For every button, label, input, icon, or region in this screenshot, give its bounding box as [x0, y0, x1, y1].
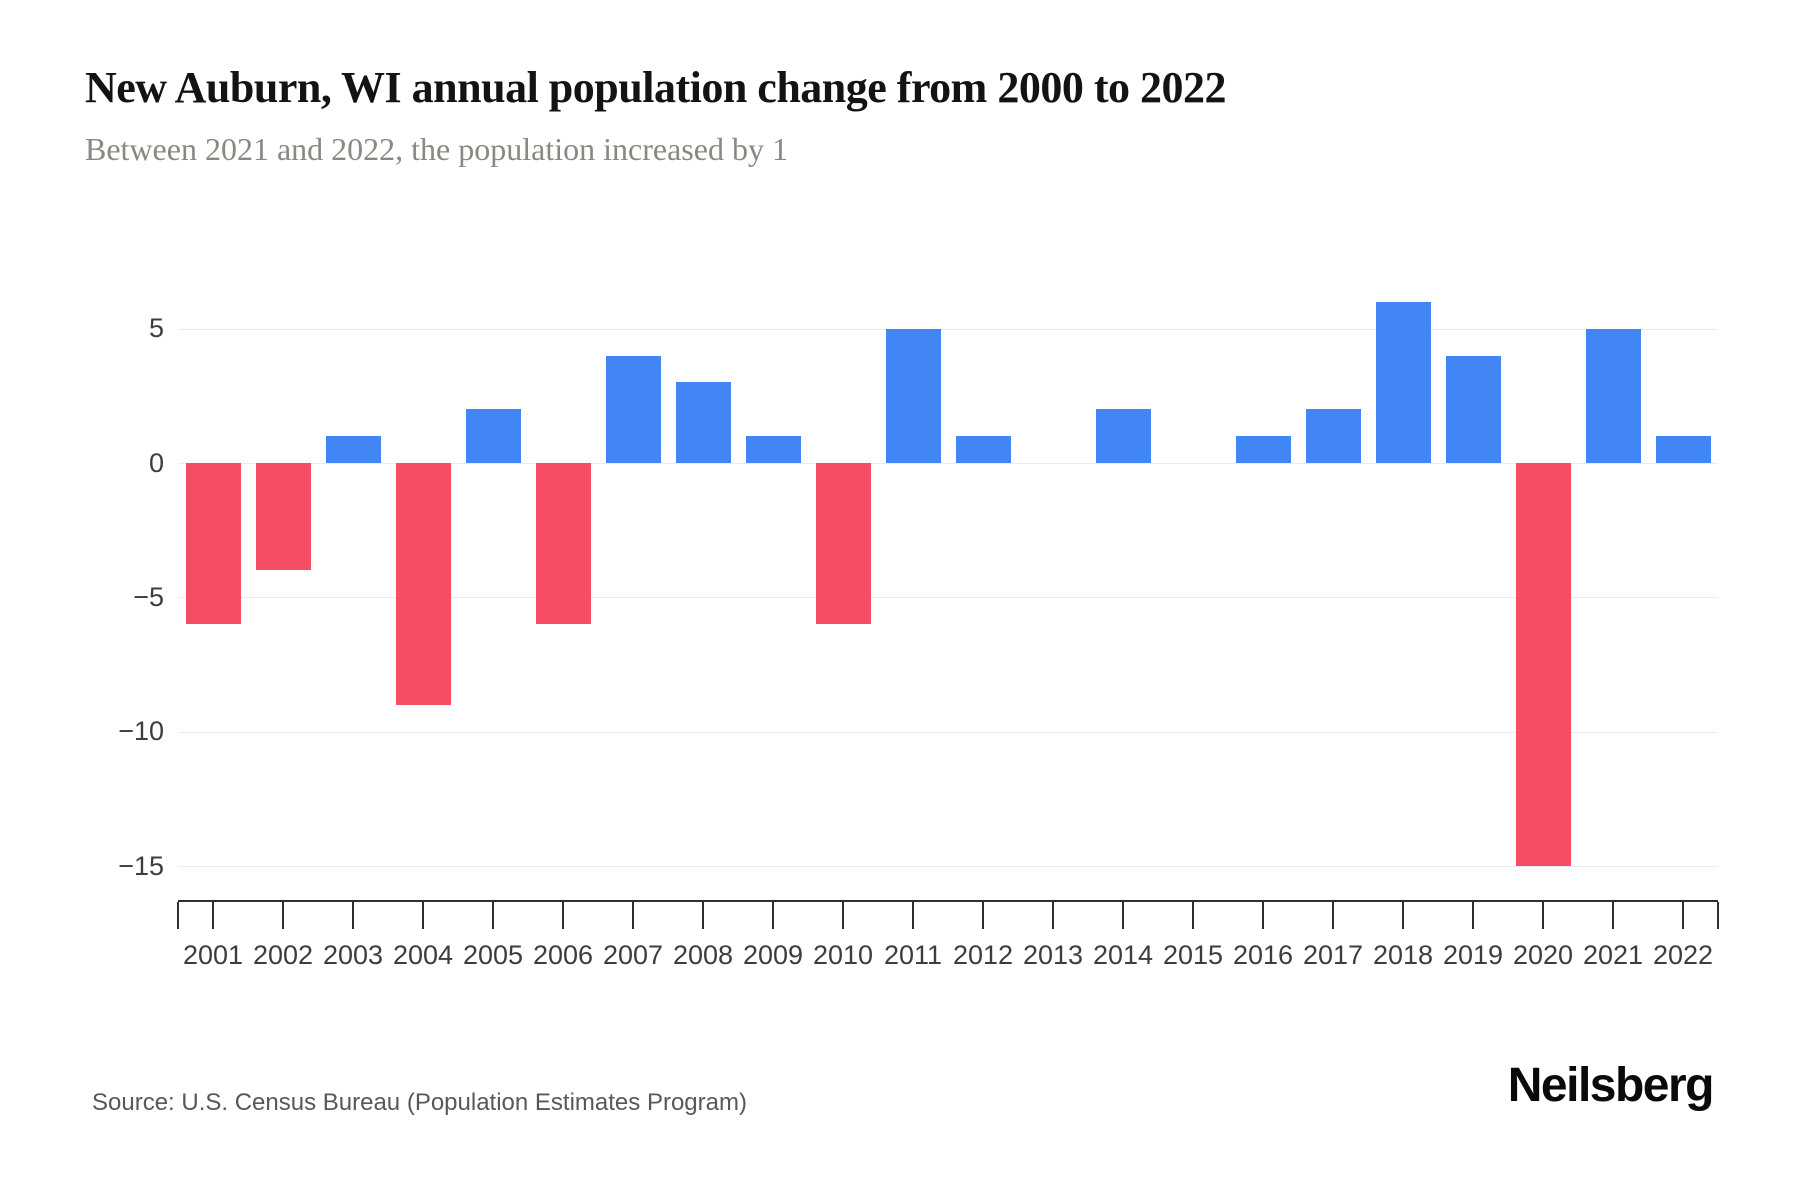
x-axis-label-2015: 2015 — [1162, 940, 1224, 970]
x-axis-label-2022: 2022 — [1652, 940, 1714, 970]
x-tick-2014 — [1122, 902, 1124, 929]
x-tick-2012 — [982, 902, 984, 929]
bar-2019[interactable] — [1445, 355, 1501, 463]
x-axis-label-2008: 2008 — [672, 940, 734, 970]
gridline-5 — [178, 328, 1718, 330]
x-tick-2019 — [1472, 902, 1474, 929]
brand-logo: Neilsberg — [1507, 1059, 1715, 1112]
x-axis-label-2010: 2010 — [812, 940, 874, 970]
x-tick-2008 — [702, 902, 704, 929]
x-axis-label-2009: 2009 — [742, 940, 804, 970]
x-axis-label-2006: 2006 — [532, 940, 594, 970]
bar-2008[interactable] — [675, 382, 731, 463]
source-note: Source: U.S. Census Bureau (Population E… — [92, 1089, 747, 1116]
x-axis-label-2014: 2014 — [1092, 940, 1154, 970]
x-axis-label-2003: 2003 — [322, 940, 384, 970]
bar-2016[interactable] — [1235, 436, 1291, 463]
bar-2017[interactable] — [1305, 409, 1361, 463]
chart-title: New Auburn, WI annual population change … — [85, 63, 1226, 112]
x-axis-label-2016: 2016 — [1232, 940, 1294, 970]
bar-2022[interactable] — [1655, 436, 1711, 463]
bar-2020[interactable] — [1515, 463, 1571, 867]
x-tick-2003 — [352, 902, 354, 929]
x-tick-2010 — [842, 902, 844, 929]
bar-2010[interactable] — [815, 463, 871, 625]
y-axis: 5 0 −5 −10 −15 — [0, 288, 164, 902]
bar-2014[interactable] — [1095, 409, 1151, 463]
x-axis-label-2019: 2019 — [1442, 940, 1504, 970]
x-axis-end-tick-right — [1717, 902, 1719, 929]
x-tick-2018 — [1402, 902, 1404, 929]
x-tick-2007 — [632, 902, 634, 929]
y-axis-label--5: −5 — [133, 581, 164, 612]
x-axis-label-2002: 2002 — [252, 940, 314, 970]
x-tick-2020 — [1542, 902, 1544, 929]
gridline--15 — [178, 866, 1718, 868]
y-axis-label-5: 5 — [148, 313, 164, 344]
gridline--5 — [178, 597, 1718, 599]
bar-2002[interactable] — [255, 463, 311, 571]
x-tick-2021 — [1612, 902, 1614, 929]
x-axis: 2001 2002 2003 2004 2005 2006 2007 2008 2009 2010… — [177, 902, 1719, 982]
x-tick-2009 — [772, 902, 774, 929]
x-tick-2011 — [912, 902, 914, 929]
plot-area — [178, 288, 1718, 902]
chart-subtitle: Between 2021 and 2022, the population in… — [85, 131, 788, 167]
bar-2001[interactable] — [185, 463, 241, 625]
x-axis-label-2020: 2020 — [1512, 940, 1574, 970]
x-axis-label-2011: 2011 — [883, 940, 943, 970]
y-axis-label--15: −15 — [118, 850, 164, 881]
x-axis-label-2017: 2017 — [1302, 940, 1364, 970]
x-tick-2002 — [282, 902, 284, 929]
x-tick-2017 — [1332, 902, 1334, 929]
gridline-0 — [178, 463, 1718, 464]
x-tick-2004 — [422, 902, 424, 929]
x-tick-2005 — [492, 902, 494, 929]
y-axis-label--10: −10 — [118, 716, 164, 747]
bar-2006[interactable] — [535, 463, 591, 625]
gridline--10 — [178, 731, 1718, 733]
bar-2005[interactable] — [465, 409, 521, 463]
x-tick-2001 — [212, 902, 214, 929]
bar-2011[interactable] — [885, 328, 941, 463]
x-axis-label-2007: 2007 — [602, 940, 664, 970]
x-axis-label-2021: 2021 — [1582, 940, 1644, 970]
bar-2007[interactable] — [605, 355, 661, 463]
x-axis-label-2018: 2018 — [1372, 940, 1434, 970]
x-tick-2013 — [1052, 902, 1054, 929]
x-axis-label-2005: 2005 — [462, 940, 524, 970]
x-axis-label-2001: 2001 — [182, 940, 244, 970]
bar-2021[interactable] — [1585, 328, 1641, 463]
bar-2004[interactable] — [395, 463, 451, 705]
x-tick-2015 — [1192, 902, 1194, 929]
x-tick-2022 — [1682, 902, 1684, 929]
x-tick-2016 — [1262, 902, 1264, 929]
y-axis-label-0: 0 — [148, 447, 164, 478]
bar-2012[interactable] — [955, 436, 1011, 463]
x-axis-label-2013: 2013 — [1022, 940, 1084, 970]
x-axis-end-tick-left — [177, 902, 179, 929]
x-tick-2006 — [562, 902, 564, 929]
x-axis-label-2004: 2004 — [392, 940, 454, 970]
x-axis-line — [178, 900, 1718, 902]
bar-2009[interactable] — [745, 436, 801, 463]
bar-2003[interactable] — [325, 436, 381, 463]
bar-2018[interactable] — [1375, 301, 1431, 463]
x-axis-label-2012: 2012 — [952, 940, 1014, 970]
